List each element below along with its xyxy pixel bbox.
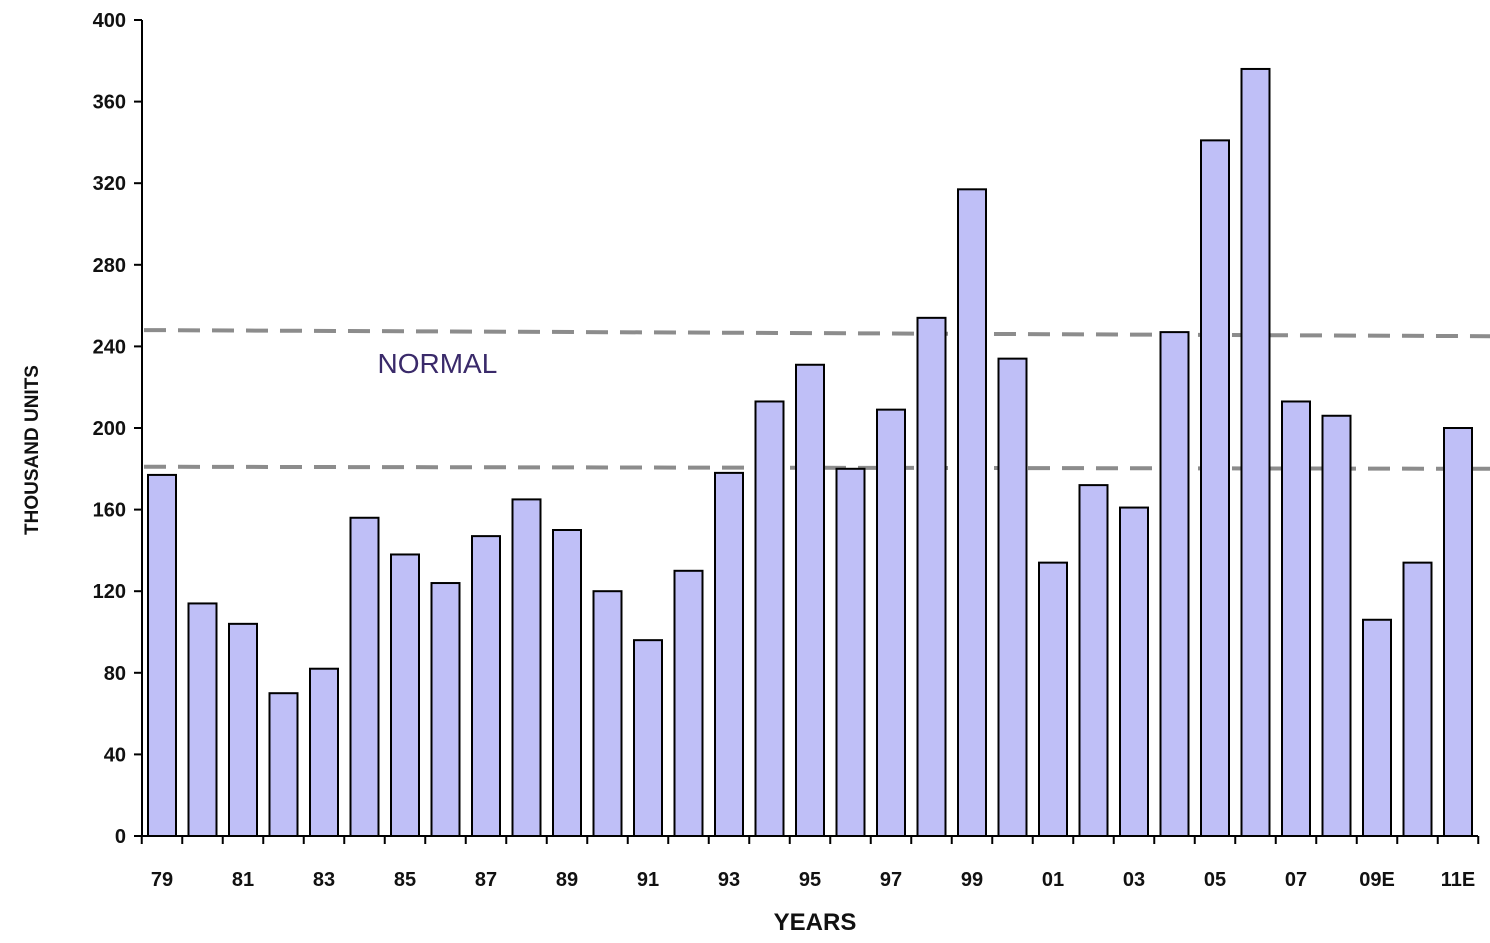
bar-00: [997, 357, 1028, 837]
y-axis-ticks: 0 40 80 120 160 200 240 280 320 360 400: [93, 10, 142, 848]
bar-84: [349, 516, 380, 837]
y-tick-label-320: 320: [93, 173, 126, 195]
bar-82: [268, 692, 299, 838]
x-tick-label-11E: 11E: [1441, 869, 1475, 891]
x-tick-label-01: 01: [1042, 869, 1064, 891]
bar-87: [471, 535, 501, 837]
y-tick-label-280: 280: [93, 255, 126, 277]
bar-80: [187, 602, 218, 837]
bar-83: [309, 667, 339, 837]
bar-06: [1240, 67, 1271, 837]
bar-05: [1200, 139, 1230, 838]
bar-89: [552, 529, 582, 837]
bar-95: [795, 363, 825, 837]
bar-90: [592, 590, 623, 838]
bar-97: [876, 408, 906, 837]
y-tick-label-0: 0: [115, 826, 126, 848]
y-tick-label-200: 200: [93, 418, 126, 440]
y-tick-label-40: 40: [104, 744, 126, 766]
bar-01: [1038, 561, 1068, 837]
bar-08: [1321, 414, 1352, 837]
x-tick-label-09E: 09E: [1359, 869, 1395, 891]
bar-92: [673, 569, 704, 837]
bar-09E: [1362, 618, 1392, 838]
y-tick-label-360: 360: [93, 92, 126, 114]
bar-99: [957, 188, 987, 837]
x-tick-label-87: 87: [475, 869, 497, 891]
x-tick-label-99: 99: [961, 869, 983, 891]
x-tick-label-83: 83: [313, 869, 335, 891]
x-axis-title: YEARS: [774, 909, 857, 936]
bar-86: [430, 582, 461, 837]
x-tick-label-05: 05: [1204, 869, 1226, 891]
bar-94: [754, 400, 785, 837]
y-tick-label-80: 80: [104, 663, 126, 685]
bar-07: [1281, 400, 1311, 837]
y-tick-label-400: 400: [93, 10, 126, 32]
bar-93: [714, 471, 744, 837]
reference-line-1: [143, 328, 1490, 339]
x-tick-label-89: 89: [556, 869, 578, 891]
x-tick-label-79: 79: [151, 869, 173, 891]
bar-98: [916, 316, 947, 837]
x-tick-label-93: 93: [718, 869, 740, 891]
bar-10E: [1402, 561, 1433, 837]
bar-11E: [1443, 427, 1473, 837]
x-tick-label-95: 95: [799, 869, 821, 891]
x-tick-label-81: 81: [232, 869, 254, 891]
y-tick-label-160: 160: [93, 500, 126, 522]
bar-02: [1078, 484, 1109, 837]
y-axis-title: THOUSAND UNITS: [22, 365, 43, 535]
bar-91: [633, 639, 663, 837]
bar-85: [390, 553, 420, 837]
y-tick-label-120: 120: [93, 581, 126, 603]
x-tick-label-03: 03: [1123, 869, 1145, 891]
reference-line-2: [143, 464, 1490, 471]
bar-79: [147, 473, 177, 837]
reference-lines: [143, 328, 1490, 471]
bar-04: [1159, 331, 1190, 837]
bars: [147, 67, 1473, 838]
bar-88: [511, 498, 542, 837]
annotations: NORMAL: [378, 348, 498, 379]
x-axis-ticks: 79 81 83 85 87 89 91 93 95 97 99 01 03 05 07 09E 11E: [140, 836, 1480, 891]
bar-81: [228, 622, 258, 838]
x-tick-label-97: 97: [880, 869, 902, 891]
annotation-normal: NORMAL: [378, 348, 498, 379]
bar-03: [1119, 506, 1149, 837]
x-tick-label-85: 85: [394, 869, 416, 891]
x-tick-label-91: 91: [637, 869, 659, 891]
y-tick-label-240: 240: [93, 336, 126, 358]
bar-96: [835, 467, 866, 837]
x-tick-label-07: 07: [1285, 869, 1307, 891]
